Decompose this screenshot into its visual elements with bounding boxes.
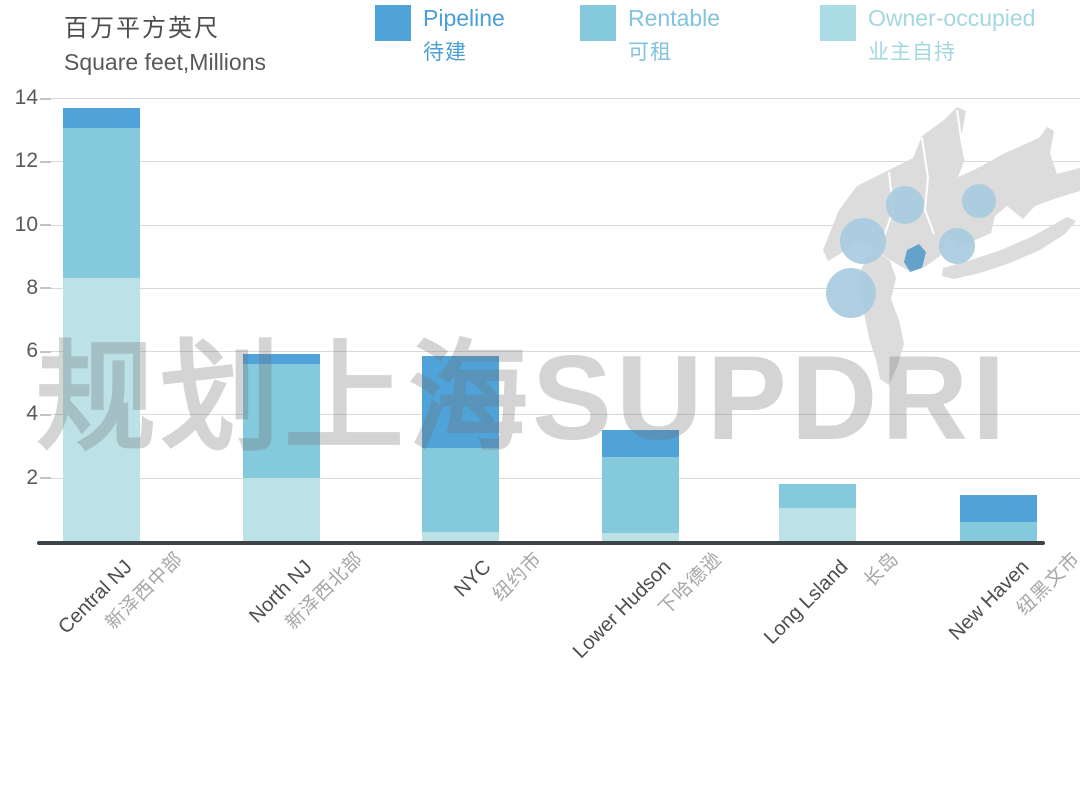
y-axis-label-8: 8 — [26, 275, 38, 299]
map-bubble-north-nj — [840, 218, 886, 264]
y-tick-12 — [40, 160, 51, 163]
bar-segment-pipeline-lower-hudson — [601, 430, 679, 458]
y-axis-label-2: 2 — [26, 465, 38, 489]
bar-segment-owner-occupied-central-nj — [62, 278, 140, 541]
bar-segment-pipeline-nyc — [421, 355, 499, 448]
bar-segment-rentable-lower-hudson — [601, 457, 679, 534]
y-axis-label-4: 4 — [26, 402, 38, 426]
owner-occupied-swatch-icon — [820, 5, 856, 41]
x-axis-line — [37, 541, 1045, 545]
bar-segment-pipeline-north-nj — [242, 354, 320, 364]
bar-segment-rentable-long-lsland — [778, 484, 856, 508]
legend-pipeline-zh: 待建 — [423, 41, 467, 64]
y-tick-2 — [40, 477, 51, 480]
legend-rentable-en: Rentable — [628, 5, 721, 31]
bar-segment-owner-occupied-north-nj — [242, 477, 320, 541]
legend-owner-zh: 业主自持 — [868, 41, 956, 64]
legend-pipeline-en: Pipeline — [423, 5, 505, 31]
bar-segment-rentable-north-nj — [242, 363, 320, 478]
bar-segment-rentable-nyc — [421, 447, 499, 532]
y-axis-label-12: 12 — [14, 149, 38, 173]
y-tick-10 — [40, 224, 51, 227]
gridline-12 — [50, 161, 1080, 163]
gridline-4 — [50, 414, 1080, 416]
map-land-long-island — [942, 217, 1076, 279]
y-tick-8 — [40, 287, 51, 290]
legend-item-rentable: Rentable 可租 — [580, 5, 720, 63]
y-axis-label-10: 10 — [14, 212, 38, 236]
y-tick-4 — [40, 413, 51, 416]
bar-segment-pipeline-central-nj — [62, 107, 140, 129]
bar-segment-owner-occupied-nyc — [421, 531, 499, 541]
legend-owner-en: Owner-occupied — [868, 5, 1036, 31]
gridline-10 — [50, 224, 1080, 226]
map-bubble-central-nj — [826, 268, 876, 318]
chart-title-zh: 百万平方英尺 — [64, 15, 220, 42]
watermark-text: 规划上海SUPDRI — [36, 331, 1010, 465]
rentable-swatch-icon — [580, 5, 616, 41]
y-axis-label-14: 14 — [14, 86, 38, 110]
legend-item-pipeline: Pipeline 待建 — [375, 5, 505, 63]
bar-segment-rentable-new-haven — [959, 522, 1037, 541]
y-tick-6 — [40, 350, 51, 353]
map-bubble-new-haven — [962, 184, 996, 218]
gridline-14 — [50, 98, 1080, 100]
y-axis-label-6: 6 — [26, 339, 38, 363]
y-tick-14 — [40, 97, 51, 100]
legend-item-owner-occupied: Owner-occupied 业主自持 — [820, 5, 1035, 63]
legend-rentable-zh: 可租 — [628, 41, 672, 64]
bar-segment-owner-occupied-lower-hudson — [601, 533, 679, 541]
map-nyc-shape — [904, 244, 926, 272]
bar-segment-rentable-central-nj — [62, 128, 140, 279]
map-svg — [823, 107, 1080, 385]
gridline-8 — [50, 287, 1080, 289]
map-bubble-long-island — [939, 228, 975, 264]
pipeline-swatch-icon — [375, 5, 411, 41]
gridline-6 — [50, 351, 1080, 353]
chart-title-en: Square feet,Millions — [64, 49, 266, 75]
chart-title: 百万平方英尺 Square feet,Millions — [64, 8, 266, 76]
ny-metro-region-map — [795, 98, 1080, 400]
gridline-2 — [50, 477, 1080, 479]
bar-segment-owner-occupied-long-lsland — [778, 507, 856, 541]
bar-segment-pipeline-new-haven — [959, 495, 1037, 522]
map-bubble-lower-hudson — [886, 186, 924, 224]
